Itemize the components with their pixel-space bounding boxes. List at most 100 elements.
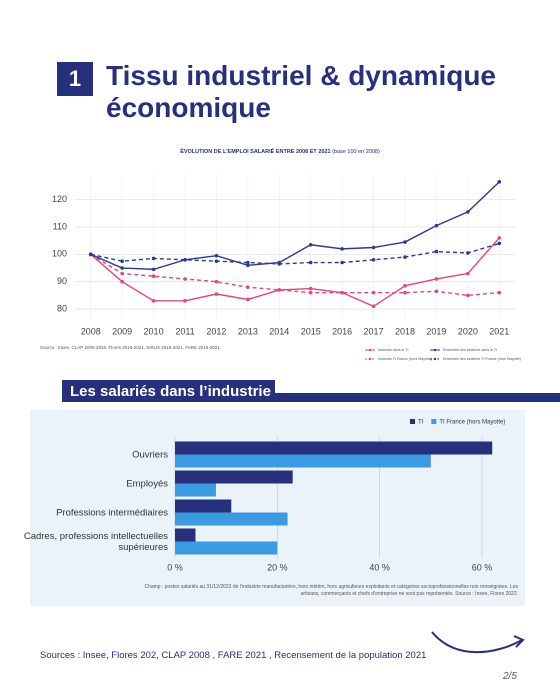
y-tick-label: 120: [52, 194, 67, 204]
legend-label: Industrie dans le TI: [378, 348, 409, 352]
point: [497, 241, 502, 246]
line: [90, 242, 500, 265]
point: [246, 263, 250, 268]
x-tick-label: 2021: [489, 326, 509, 336]
bar: [175, 499, 232, 513]
point: [403, 255, 407, 259]
point: [371, 245, 376, 250]
bar: [175, 454, 431, 468]
point: [88, 252, 93, 257]
point: [371, 304, 376, 309]
point: [340, 247, 344, 251]
point: [214, 292, 219, 296]
point: [434, 289, 439, 294]
legend-dot: [368, 357, 372, 361]
bar: [175, 441, 493, 455]
point: [466, 251, 470, 255]
chart-source: Source : Insee, CLAP 2008-2015, Flores 2…: [40, 345, 221, 350]
x-tick-label: 0 %: [167, 562, 183, 572]
x-tick-label: 2019: [426, 326, 446, 336]
y-tick-label: 100: [52, 249, 67, 259]
page-number: 2/5: [503, 671, 517, 682]
point: [246, 260, 250, 265]
chart-subtitle: (base 100 en 2008): [332, 149, 380, 155]
y-tick-label: 90: [57, 276, 67, 286]
point: [183, 299, 187, 303]
point: [497, 180, 502, 184]
point: [371, 290, 376, 295]
point: [403, 290, 407, 295]
point: [497, 236, 502, 240]
section-title: Les salariés dans l’industrie: [70, 383, 271, 400]
point: [497, 290, 502, 295]
x-tick-label: 2008: [81, 326, 101, 336]
x-tick-label: 2018: [395, 326, 415, 336]
category-label: Professions intermédiaires: [56, 507, 168, 518]
point: [214, 253, 219, 258]
chart-title-main: ÉVOLUTION DE L’EMPLOI SALARIÉ ENTRE 2008…: [180, 147, 330, 155]
legend-swatch: [410, 419, 415, 424]
page-title: Tissu industriel & dynamique économique: [106, 60, 497, 123]
legend-swatch: [431, 419, 437, 424]
y-tick-label: 110: [53, 221, 67, 231]
point: [246, 297, 250, 302]
point: [151, 299, 156, 303]
point: [434, 277, 439, 281]
legend-label: TI France (hors Mayotte): [439, 420, 505, 426]
legend-label: Ensemble des secteurs dans le TI: [443, 348, 497, 352]
bar: [175, 483, 216, 497]
x-tick-label: 2012: [206, 326, 226, 336]
point: [151, 256, 156, 261]
chart-title: ÉVOLUTION DE L’EMPLOI SALARIÉ ENTRE 2008…: [180, 147, 380, 155]
point: [277, 288, 282, 292]
section-band: [62, 380, 275, 402]
point: [246, 285, 250, 289]
line: [90, 181, 500, 271]
x-tick-label: 2014: [269, 326, 289, 336]
x-tick-label: 2011: [175, 326, 194, 336]
point: [120, 259, 124, 263]
point: [151, 274, 156, 279]
category-label: Ouvriers: [132, 449, 168, 460]
point: [308, 242, 313, 247]
x-tick-label: 2013: [238, 326, 258, 336]
bar: [175, 528, 196, 542]
x-tick-label: 40 %: [369, 562, 390, 572]
point: [120, 266, 124, 270]
x-tick-label: 2017: [364, 326, 384, 336]
point: [151, 267, 156, 272]
point: [466, 271, 470, 276]
x-tick-label: 60 %: [472, 562, 493, 572]
point: [214, 259, 219, 263]
x-tick-label: 2010: [144, 326, 164, 336]
legend-dot: [433, 357, 437, 361]
point: [120, 271, 124, 276]
arrow: [431, 631, 523, 654]
point: [308, 260, 313, 265]
point: [434, 249, 439, 254]
legend-label: Ensemble des secteurs TI France (hors Ma…: [443, 357, 521, 361]
arrow-head: [513, 635, 525, 648]
point: [403, 240, 407, 244]
legend-label: Industrie TI France (hors Mayotte): [378, 357, 432, 361]
footer-sources: Sources : Insee, Flores 202, CLAP 2008 ,…: [40, 650, 427, 661]
section-number: 1: [57, 62, 93, 96]
x-tick-label: 2020: [458, 326, 478, 336]
bar: [175, 541, 278, 555]
point: [277, 262, 282, 266]
point: [466, 293, 470, 298]
line: [90, 253, 500, 297]
legend-dot: [368, 348, 372, 352]
x-tick-label: 2015: [301, 326, 321, 336]
category-label: Employés: [126, 478, 168, 489]
point: [120, 279, 124, 284]
category-label: Cadres, professions intellectuelles supé…: [23, 530, 168, 553]
line: [90, 237, 500, 308]
point: [403, 284, 407, 288]
legend-dot: [433, 348, 437, 352]
point: [183, 258, 187, 262]
point: [214, 279, 219, 284]
chart-note: Champ : postes salariés au 31/12/2022 de…: [144, 584, 518, 597]
